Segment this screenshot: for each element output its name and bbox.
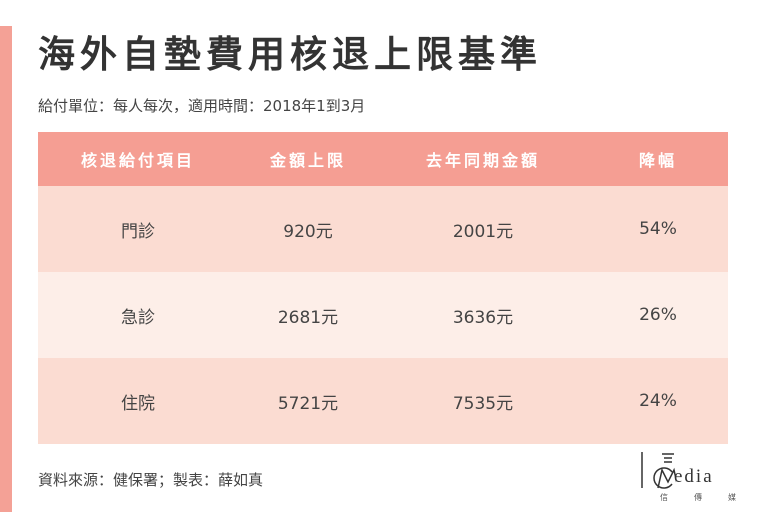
table-header-row: 核退給付項目 金額上限 去年同期金額 降幅 xyxy=(38,132,728,186)
table-row-inpatient: 住院 5721元 7535元 24% xyxy=(38,358,728,444)
logo-wordmark: edia xyxy=(674,466,714,487)
table-cell-decrease: 54% xyxy=(639,219,677,239)
logo-subtitle: 信傳媒 xyxy=(660,493,762,502)
table-cell-last-year: 3636元 xyxy=(452,307,514,328)
source-note: 資料來源：健保署；製表：薛如真 xyxy=(38,471,264,489)
table-cell-last-year: 7535元 xyxy=(452,393,514,414)
header-decrease: 降幅 xyxy=(638,151,677,170)
page-subtitle: 給付單位：每人每次，適用時間：2018年1到3月 xyxy=(38,97,366,115)
accent-bar xyxy=(0,26,12,512)
table-cell-limit: 920元 xyxy=(283,221,333,242)
table-row-emergency: 急診 2681元 3636元 26% xyxy=(38,272,728,358)
table-cell-limit: 2681元 xyxy=(277,307,339,328)
table-cell-decrease: 24% xyxy=(639,391,677,411)
table-cell-limit: 5721元 xyxy=(277,393,339,414)
header-item: 核退給付項目 xyxy=(80,151,195,170)
header-limit: 金額上限 xyxy=(269,151,346,170)
table-cell-item: 急診 xyxy=(121,307,155,328)
page-title: 海外自墊費用核退上限基準 xyxy=(38,33,542,76)
header-last-year: 去年同期金額 xyxy=(425,151,540,170)
table-row-outpatient: 門診 920元 2001元 54% xyxy=(38,186,728,272)
table-cell-item: 門診 xyxy=(121,221,155,242)
cm-logo-mark-icon xyxy=(641,452,676,489)
table-cell-decrease: 26% xyxy=(639,305,677,325)
cm-media-logo: edia 信傳媒 xyxy=(636,450,756,508)
reimbursement-table: 核退給付項目 金額上限 去年同期金額 降幅 門診 920元 2001元 54% … xyxy=(38,132,728,444)
table-cell-item: 住院 xyxy=(121,393,155,414)
table-cell-last-year: 2001元 xyxy=(452,221,514,242)
